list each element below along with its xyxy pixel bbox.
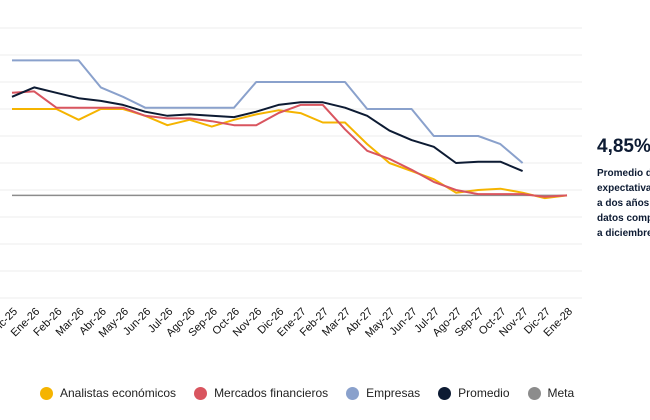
side-note-line: datos comp: [597, 213, 650, 224]
legend: Analistas económicos Mercados financiero…: [40, 386, 574, 400]
side-note-line: a dos años d: [597, 198, 650, 209]
legend-label-promedio: Promedio: [458, 386, 510, 400]
gridlines: [0, 27, 582, 299]
legend-item-mercados[interactable]: Mercados financieros: [194, 386, 328, 400]
legend-label-empresas: Empresas: [366, 386, 421, 400]
legend-swatch-mercados: [194, 386, 208, 400]
side-note-line: Promedio de: [597, 168, 650, 179]
side-note-line: a diciembre: [597, 228, 650, 239]
series-line-promedio: [11, 86, 523, 173]
legend-label-analistas: Analistas económicos: [60, 386, 177, 400]
series-line-empresas: [12, 59, 524, 164]
legend-swatch-meta: [527, 386, 541, 400]
legend-item-promedio[interactable]: Promedio: [438, 386, 510, 400]
series-line-mercados: [11, 90, 568, 198]
legend-item-empresas[interactable]: Empresas: [346, 386, 420, 400]
legend-label-meta: Meta: [547, 386, 575, 400]
side-panel: 4,85% Promedio de expectativas a dos año…: [597, 136, 650, 241]
series-group: [11, 59, 568, 200]
legend-swatch-analistas: [40, 386, 53, 400]
side-note-line: expectativas: [597, 183, 650, 194]
legend-swatch-empresas: [346, 386, 360, 400]
side-note: Promedio de expectativas a dos años d da…: [597, 166, 650, 241]
headline-value: 4,85%: [597, 136, 650, 157]
series-line-analistas: [12, 108, 568, 200]
legend-swatch-promedio: [438, 386, 452, 400]
legend-item-meta[interactable]: Meta: [527, 386, 575, 400]
legend-label-mercados: Mercados financieros: [214, 386, 329, 400]
legend-item-analistas[interactable]: Analistas económicos: [40, 386, 176, 400]
x-axis-ticks: Dic-25Ene-26Feb-26Mar-26Abr-26May-26Jun-…: [0, 306, 575, 340]
